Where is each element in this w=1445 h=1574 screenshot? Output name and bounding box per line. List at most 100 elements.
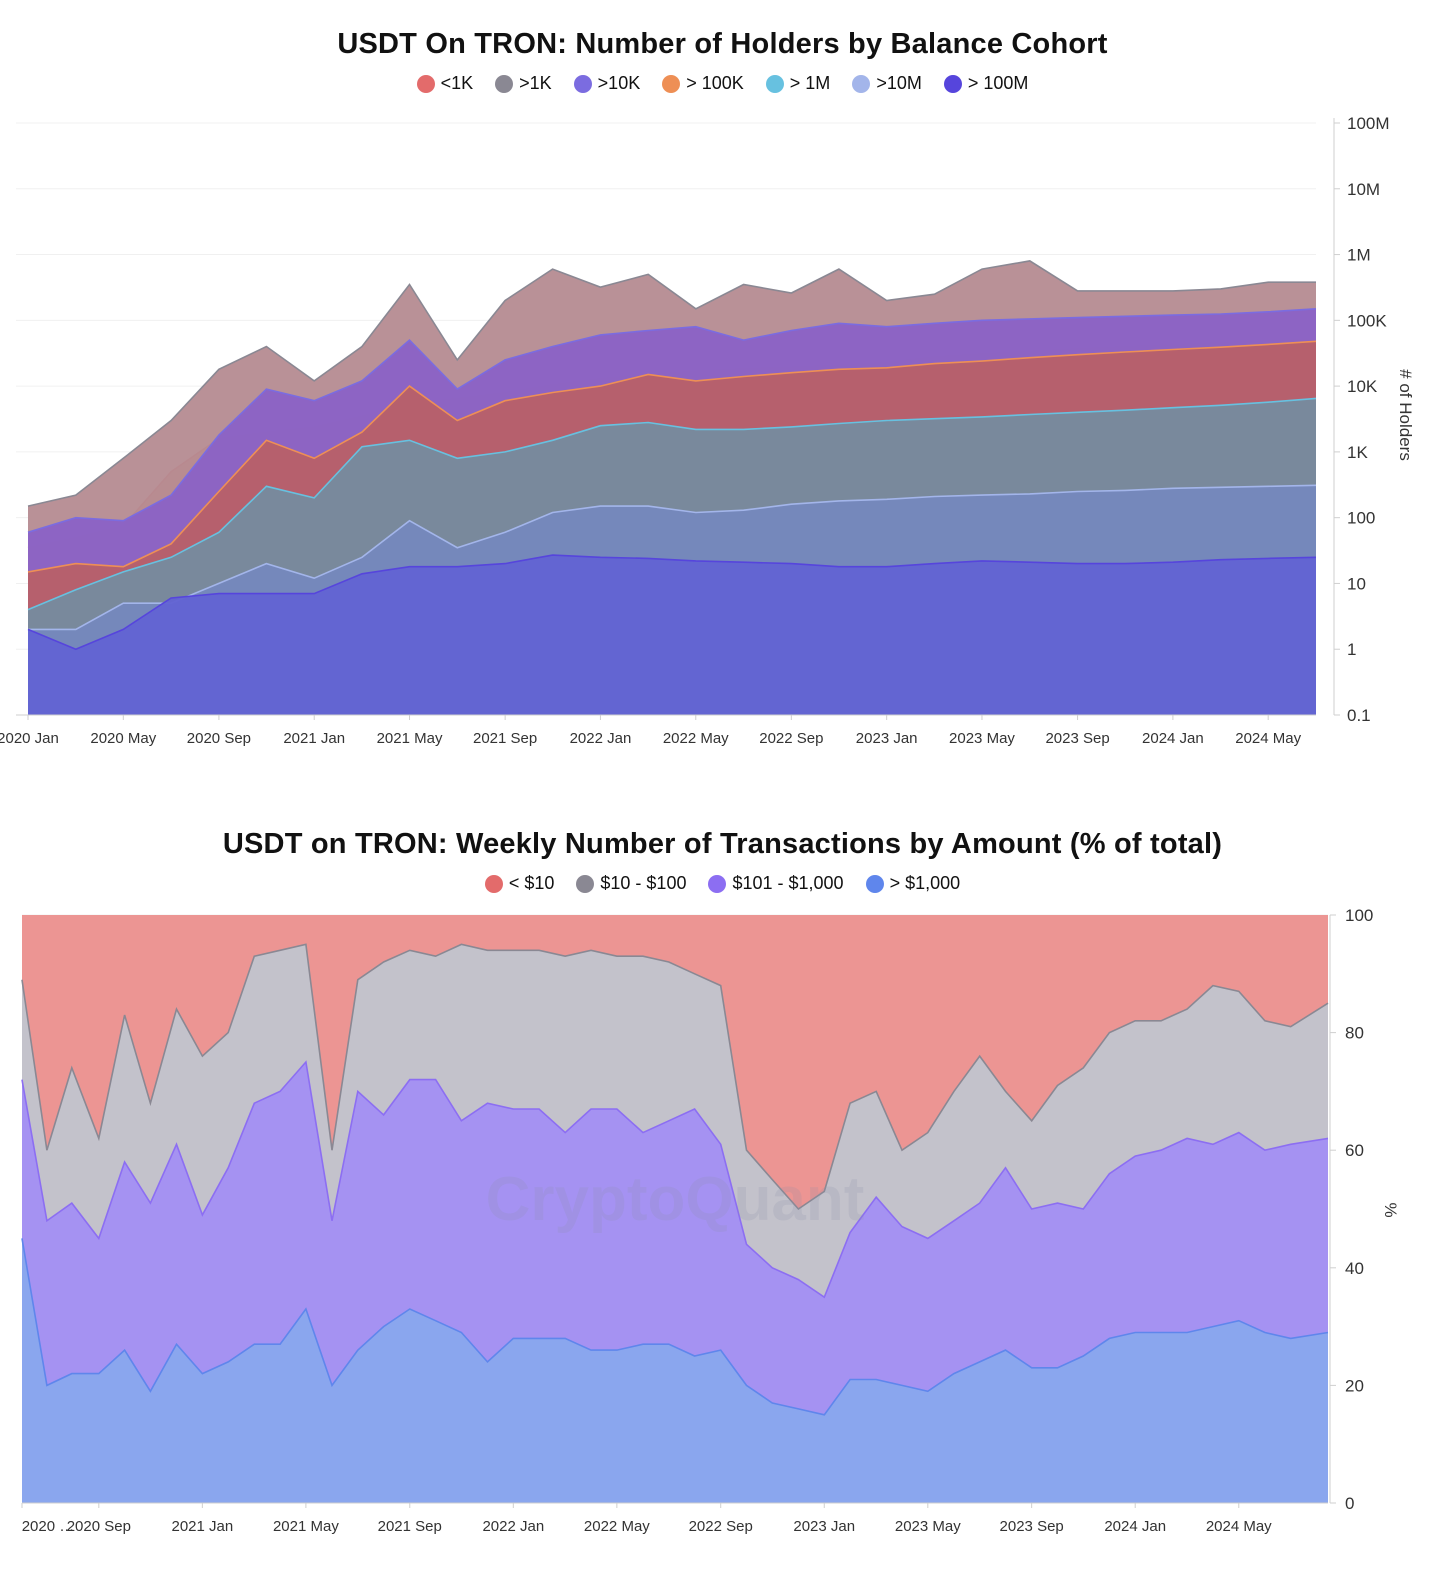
x-tick-label: 2024 Jan bbox=[1142, 730, 1204, 747]
chart1-title: USDT On TRON: Number of Holders by Balan… bbox=[337, 28, 1108, 60]
y-tick-label: 1K bbox=[1347, 443, 1368, 462]
watermark: CryptoQuant bbox=[486, 1165, 865, 1234]
x-tick-label: 2024 Jan bbox=[1104, 1518, 1166, 1535]
y-axis-title: # of Holders bbox=[1396, 369, 1415, 461]
y-axis-title: % bbox=[1381, 1202, 1400, 1217]
band-line-3 bbox=[21, 1238, 1329, 1416]
legend-item-gt1m[interactable]: > 1M bbox=[765, 73, 831, 94]
y-tick-label: 40 bbox=[1345, 1259, 1364, 1278]
y-tick-label: 60 bbox=[1345, 1141, 1364, 1160]
legend-item-gt10m[interactable]: >10M bbox=[852, 73, 922, 94]
legend-label: $101 - $1,000 bbox=[732, 873, 844, 893]
line-series-4 bbox=[27, 397, 1317, 611]
y-tick-label: 0 bbox=[1345, 1494, 1354, 1513]
x-tick-label: 2023 Jan bbox=[793, 1518, 855, 1535]
x-tick-label: 2020 Jan bbox=[0, 730, 59, 747]
x-tick-label: 2023 Sep bbox=[1000, 1518, 1064, 1535]
y-tick-label: 100 bbox=[1347, 509, 1375, 528]
legend-item-gt10k[interactable]: >10K bbox=[573, 73, 641, 94]
x-tick-label: 2022 Jan bbox=[482, 1518, 544, 1535]
x-tick-label: 2020 May bbox=[90, 730, 156, 747]
band-series-0[interactable] bbox=[22, 915, 1328, 1209]
line-series-5 bbox=[28, 484, 1317, 631]
legend-item-gt100k[interactable]: > 100K bbox=[662, 73, 744, 94]
legend-dot bbox=[484, 874, 503, 893]
x-tick-label: 2022 May bbox=[584, 1518, 650, 1535]
chart2-plot: CryptoQuant 100 80 60 40 20 0% 2020 …2020 Sep 20… bbox=[21, 906, 1400, 1535]
y-tick-label: 80 bbox=[1345, 1024, 1364, 1043]
legend-dot bbox=[765, 74, 784, 93]
x-tick-label: 2022 Jan bbox=[570, 730, 632, 747]
y-tick-label: 20 bbox=[1345, 1376, 1364, 1395]
legend-item-gt100m[interactable]: > 100M bbox=[943, 73, 1029, 94]
x-tick-label: 2024 May bbox=[1235, 730, 1301, 747]
x-tick-label: 2021 Sep bbox=[378, 1518, 442, 1535]
legend-item-lt10[interactable]: < $10 bbox=[484, 873, 555, 894]
legend-dot bbox=[495, 74, 514, 93]
legend-item-101-1000[interactable]: $101 - $1,000 bbox=[708, 873, 844, 894]
y-tick-label: 1M bbox=[1347, 246, 1371, 265]
legend-label: > $1,000 bbox=[889, 873, 961, 893]
x-tick-label: 2022 May bbox=[663, 730, 729, 747]
x-tick-label: 2022 Sep bbox=[689, 1518, 753, 1535]
y-tick-label: 100M bbox=[1347, 114, 1390, 133]
area-series-6[interactable] bbox=[28, 555, 1316, 715]
y-tick-label: 10K bbox=[1347, 377, 1378, 396]
x-tick-label: 2020 … bbox=[22, 1518, 75, 1535]
legend-label: > 100M bbox=[967, 73, 1029, 93]
x-tick-label: 2023 Sep bbox=[1045, 730, 1109, 747]
legend-label: $10 - $100 bbox=[600, 873, 687, 893]
x-tick-label: 2021 May bbox=[273, 1518, 339, 1535]
legend-dot bbox=[708, 874, 727, 893]
band-series-1[interactable] bbox=[22, 944, 1328, 1298]
x-tick-label: 2022 Sep bbox=[759, 730, 823, 747]
band-line-1 bbox=[21, 943, 1329, 1211]
y-tick-label: 100K bbox=[1347, 311, 1387, 330]
band-series-2[interactable] bbox=[22, 1062, 1328, 1415]
line-series-3 bbox=[27, 340, 1317, 573]
x-tick-label: 2024 May bbox=[1206, 1518, 1272, 1535]
legend-label: <1K bbox=[440, 73, 474, 93]
x-tick-label: 2021 Jan bbox=[283, 730, 345, 747]
y-tick-label: 100 bbox=[1345, 906, 1373, 925]
legend-dot bbox=[865, 874, 884, 893]
line-series-1 bbox=[27, 260, 1316, 507]
holders-chart: USDT On TRON: Number of Holders by Balan… bbox=[0, 0, 1445, 780]
legend-label: >1K bbox=[519, 73, 552, 93]
legend-dot bbox=[573, 74, 592, 93]
band-line-2 bbox=[21, 1060, 1329, 1299]
legend-item-10-100[interactable]: $10 - $100 bbox=[576, 873, 686, 894]
x-tick-label: 2023 May bbox=[895, 1518, 961, 1535]
legend-dot bbox=[416, 74, 435, 93]
chart1-plot: CryptoQuant100M10M1M100K10K1K1001010.1# … bbox=[0, 114, 1415, 747]
band-series-3[interactable] bbox=[22, 1238, 1328, 1503]
legend-item-gt1k[interactable]: >1K bbox=[495, 73, 552, 94]
legend-label: >10K bbox=[597, 73, 641, 93]
chart2-legend: < $10 $10 - $100 $101 - $1,000 > $1,000 bbox=[0, 873, 1445, 894]
x-tick-label: 2020 Sep bbox=[67, 1518, 131, 1535]
legend-item-lt1k[interactable]: <1K bbox=[416, 73, 474, 94]
chart1-legend: <1K >1K >10K > 100K > 1M >10M > 100M bbox=[0, 73, 1445, 94]
transactions-chart: USDT on TRON: Weekly Number of Transacti… bbox=[0, 800, 1445, 1574]
legend-item-gt1000[interactable]: > $1,000 bbox=[865, 873, 961, 894]
x-tick-label: 2021 Jan bbox=[171, 1518, 233, 1535]
chart2-title: USDT on TRON: Weekly Number of Transacti… bbox=[222, 828, 1223, 860]
x-tick-label: 2023 May bbox=[949, 730, 1015, 747]
legend-dot bbox=[852, 74, 871, 93]
legend-label: >10M bbox=[876, 73, 922, 93]
line-series-2 bbox=[27, 308, 1317, 534]
legend-dot bbox=[943, 74, 962, 93]
legend-label: > 100K bbox=[686, 73, 744, 93]
x-tick-label: 2020 Sep bbox=[187, 730, 251, 747]
legend-dot bbox=[662, 74, 681, 93]
x-tick-label: 2021 Sep bbox=[473, 730, 537, 747]
legend-label: < $10 bbox=[508, 873, 555, 893]
x-tick-label: 2021 May bbox=[377, 730, 443, 747]
legend-dot bbox=[576, 874, 595, 893]
y-tick-label: 1 bbox=[1347, 640, 1356, 659]
y-tick-label: 10 bbox=[1347, 574, 1366, 593]
x-tick-label: 2023 Jan bbox=[856, 730, 918, 747]
legend-label: > 1M bbox=[789, 73, 831, 93]
y-tick-label: 0.1 bbox=[1347, 706, 1371, 725]
line-series-6 bbox=[27, 554, 1317, 651]
